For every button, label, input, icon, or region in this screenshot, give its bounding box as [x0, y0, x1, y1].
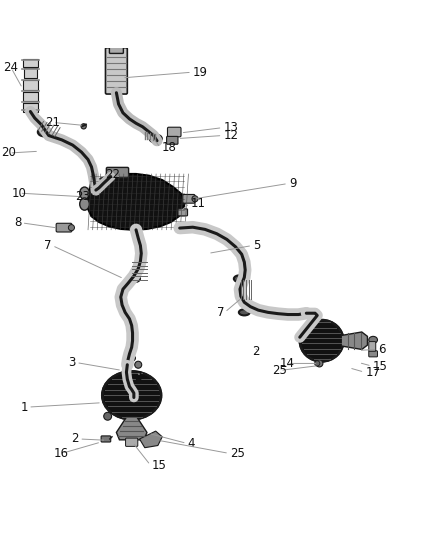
Text: 14: 14 [279, 357, 294, 370]
Ellipse shape [124, 355, 135, 361]
Bar [24, 68, 37, 78]
Circle shape [192, 196, 198, 202]
Polygon shape [140, 431, 162, 448]
Text: 25: 25 [230, 447, 245, 460]
Polygon shape [117, 417, 147, 440]
Text: 11: 11 [191, 197, 205, 209]
Bar [23, 92, 38, 101]
Text: 6: 6 [378, 343, 386, 356]
Ellipse shape [300, 320, 343, 361]
FancyBboxPatch shape [166, 136, 178, 144]
Text: 12: 12 [223, 129, 238, 142]
Circle shape [68, 224, 74, 231]
FancyBboxPatch shape [369, 342, 376, 351]
Ellipse shape [38, 128, 51, 136]
Circle shape [316, 360, 323, 367]
Text: 15: 15 [373, 360, 388, 373]
Text: 15: 15 [151, 459, 166, 472]
Text: 13: 13 [223, 121, 238, 134]
Text: 4: 4 [187, 437, 195, 450]
Ellipse shape [234, 275, 246, 282]
Text: 23: 23 [75, 190, 90, 203]
Text: 2: 2 [71, 432, 79, 446]
Text: 18: 18 [161, 141, 176, 154]
Polygon shape [88, 174, 185, 230]
Text: 9: 9 [289, 177, 297, 190]
Text: 24: 24 [4, 61, 18, 74]
FancyBboxPatch shape [183, 195, 195, 203]
FancyBboxPatch shape [167, 127, 181, 137]
Text: 17: 17 [365, 366, 380, 378]
Ellipse shape [239, 309, 250, 316]
Text: 10: 10 [12, 187, 26, 200]
Circle shape [135, 361, 142, 368]
FancyBboxPatch shape [56, 223, 72, 232]
Circle shape [104, 413, 112, 420]
Text: 2: 2 [134, 370, 141, 383]
Text: 16: 16 [54, 447, 69, 460]
Text: 22: 22 [106, 168, 120, 181]
Text: 20: 20 [2, 147, 17, 159]
Bar [22, 79, 38, 90]
FancyBboxPatch shape [106, 167, 129, 178]
Ellipse shape [80, 198, 89, 210]
Ellipse shape [80, 187, 89, 199]
Text: 8: 8 [14, 216, 21, 229]
Ellipse shape [369, 336, 378, 343]
Ellipse shape [128, 275, 140, 282]
Ellipse shape [102, 372, 161, 419]
FancyBboxPatch shape [178, 209, 187, 216]
FancyBboxPatch shape [369, 351, 378, 357]
Text: 19: 19 [193, 66, 208, 79]
Text: 7: 7 [44, 239, 52, 252]
FancyBboxPatch shape [106, 48, 127, 94]
Text: 3: 3 [68, 356, 76, 369]
FancyBboxPatch shape [110, 45, 124, 53]
Text: 7: 7 [217, 306, 224, 319]
Text: 21: 21 [45, 116, 60, 129]
FancyBboxPatch shape [101, 436, 111, 442]
Ellipse shape [150, 135, 162, 142]
Circle shape [314, 361, 320, 366]
Circle shape [81, 124, 86, 129]
Bar [22, 103, 38, 111]
FancyBboxPatch shape [126, 438, 138, 446]
Text: 2: 2 [252, 345, 259, 358]
Bar [22, 59, 38, 67]
Polygon shape [341, 332, 367, 350]
Text: 5: 5 [253, 239, 261, 252]
Text: 25: 25 [272, 364, 287, 377]
Text: 1: 1 [20, 401, 28, 414]
